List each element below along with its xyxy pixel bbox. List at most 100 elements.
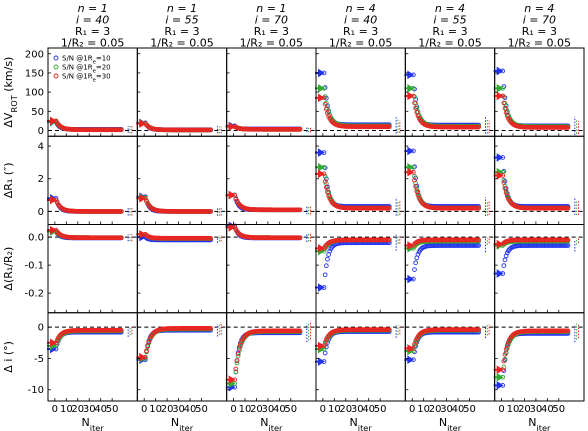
x-axis-label: Niter [171,416,194,431]
data-point [208,326,213,331]
x-tick-label: 20 [161,404,174,415]
data-point [322,101,328,107]
data-point [503,103,509,109]
data-point [411,164,416,170]
x-tick-label: 10 [507,404,520,415]
data-point [411,93,416,99]
x-axis-label: Niter [260,416,283,431]
column-title-line: R₁ = 3 [522,25,557,38]
y-tick-label: 0 [38,207,44,218]
data-point [386,124,392,130]
data-point [413,105,418,111]
x-axis-label: Niter [439,416,462,431]
panel-frame [47,312,138,402]
data-point [322,339,328,345]
panel [47,224,138,314]
data-point [239,339,244,345]
data-point [500,271,506,276]
column-title-line: n = 4 [346,2,376,15]
data-point [118,235,124,241]
data-point [234,358,240,363]
x-tick-label: 0 [141,404,147,415]
data-point [143,196,148,201]
column-title-line: 1/R₂ = 0.05 [418,37,481,50]
legend-entry: S/N @1Re=30 [62,73,111,84]
data-point [321,70,327,76]
data-point [147,336,153,342]
x-tick-label: 20 [518,404,531,415]
data-point [208,235,213,241]
x-tick-label: 10 [239,404,252,415]
legend-marker [53,73,59,79]
data-point [565,328,571,334]
data-point [321,164,327,170]
data-point [500,68,506,74]
column-title-line: n = 1 [256,2,286,15]
panel [225,312,317,402]
panel [493,47,585,137]
data-point [502,105,508,111]
column-title-line: 1/R₂ = 0.05 [150,37,213,50]
x-tick-label: 30 [262,404,275,415]
data-point [386,237,392,243]
data-point [322,272,328,278]
column-title-line: i = 70 [255,14,288,27]
column-title-line: 1/R₂ = 0.05 [508,37,571,50]
data-point [53,340,59,346]
data-point [502,257,508,263]
panel [404,135,496,225]
column-title-line: n = 1 [78,2,108,15]
data-point [565,125,571,130]
x-tick-label: 40 [273,404,286,415]
x-tick-label: 50 [195,404,208,415]
legend-marker [53,64,59,70]
x-tick-label: 40 [541,404,554,415]
data-point [233,366,239,372]
x-tick-label: 20 [71,404,84,415]
y-tick-label: -5 [34,354,44,365]
data-point [321,150,327,155]
y-axis-label: ΔR₁ (″) [2,162,15,198]
data-point [411,357,416,363]
data-point [386,205,392,211]
panel [404,47,496,137]
column-title-line: i = 55 [165,14,198,27]
data-point [232,377,238,383]
data-point [321,346,327,352]
column-title-line: n = 4 [435,2,465,15]
data-point [322,350,328,356]
data-point [411,85,416,91]
x-tick-label: 30 [440,404,453,415]
x-tick-label: 20 [429,404,442,415]
x-tick-label: 50 [552,404,565,415]
x-tick-label: 50 [284,404,297,415]
data-point [412,100,417,106]
data-point [144,198,149,204]
data-point [501,263,507,268]
x-tick-label: 10 [417,404,430,415]
data-point [500,85,506,91]
data-point [411,348,416,354]
data-point [327,248,333,254]
column-title-line: 1/R₂ = 0.05 [61,37,124,50]
data-point [411,276,416,282]
data-point [297,328,303,334]
data-point [323,176,329,182]
data-point [326,193,331,198]
column-title-line: i = 55 [433,14,466,27]
data-point [500,93,506,99]
x-tick-label: 40 [94,404,107,415]
data-point [297,235,303,241]
data-point [411,346,416,351]
y-tick-label: -10 [28,385,44,396]
data-point [325,256,330,262]
x-tick-label: 50 [463,404,476,415]
column-title-line: R₁ = 3 [343,25,378,38]
panel [493,135,585,225]
data-point [476,237,481,243]
data-point [413,184,418,189]
panel [404,224,496,314]
data-point [327,194,333,199]
